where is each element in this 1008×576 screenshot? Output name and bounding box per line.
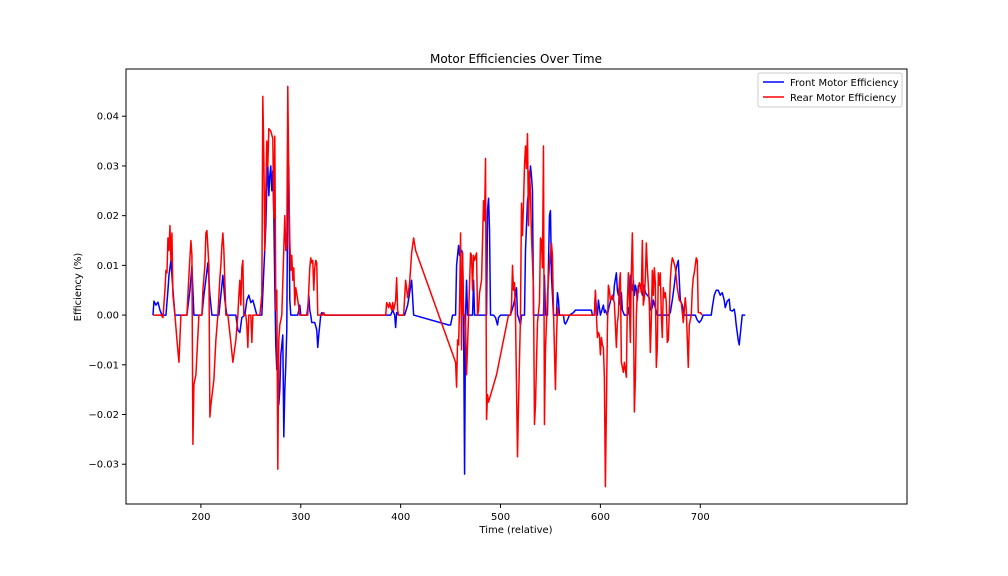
- y-tick-label: −0.01: [88, 360, 119, 371]
- y-axis-ticks: −0.03 −0.02 −0.01 0.00 0.01 0.02 0.03 0.04: [88, 112, 126, 471]
- legend-label-rear: Rear Motor Efficiency: [790, 93, 896, 104]
- y-tick-label: 0.01: [97, 261, 119, 272]
- y-tick-label: 0.04: [97, 112, 119, 123]
- x-tick-label: 400: [391, 512, 410, 523]
- x-tick-label: 700: [691, 512, 710, 523]
- x-tick-label: 300: [291, 512, 310, 523]
- x-tick-label: 200: [191, 512, 210, 523]
- x-tick-label: 500: [491, 512, 510, 523]
- y-axis-label: Efficiency (%): [73, 253, 84, 322]
- legend-label-front: Front Motor Efficiency: [790, 78, 899, 89]
- legend-box: [757, 72, 903, 108]
- plot-area: 200 300 400 500 600 700 −0.03 −0.02 −0.01 0.00 0.…: [88, 68, 908, 523]
- y-tick-label: 0.00: [97, 311, 119, 322]
- x-axis-ticks: 200 300 400 500 600 700: [191, 504, 710, 523]
- x-axis-label: Time (relative): [478, 525, 552, 536]
- chart-title: Motor Efficiencies Over Time: [430, 52, 602, 66]
- y-tick-label: −0.02: [88, 410, 119, 421]
- series-line-rear: [152, 85, 703, 488]
- legend: Front Motor Efficiency Rear Motor Effici…: [757, 72, 903, 108]
- y-tick-label: 0.02: [97, 211, 119, 222]
- series-layer: [152, 85, 746, 488]
- y-tick-label: 0.03: [97, 161, 119, 172]
- y-tick-label: −0.03: [88, 460, 119, 471]
- x-tick-label: 600: [591, 512, 610, 523]
